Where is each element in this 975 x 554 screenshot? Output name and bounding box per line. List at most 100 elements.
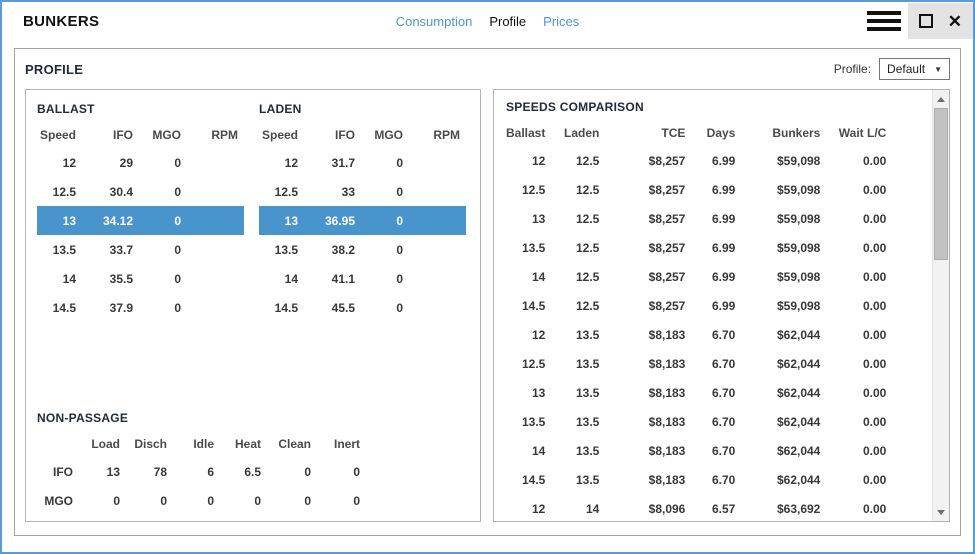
cell: 29 (119, 155, 133, 170)
triangle-down-icon (937, 509, 945, 515)
cell (187, 206, 244, 235)
cell: 6.70 (712, 327, 736, 342)
ballast-row[interactable]: 14 35.5 0 (37, 264, 244, 293)
cell: 0.00 (863, 443, 887, 458)
column-header: Days (706, 126, 736, 140)
ballast-row[interactable]: 12 29 0 (37, 148, 244, 177)
cell (187, 177, 244, 206)
tab-profile[interactable]: Profile (489, 13, 527, 29)
speeds-comparison-row: 14 12.5 $8,257 6.99 $59,098 0.00 (506, 262, 892, 291)
ballast-row[interactable]: 12.5 30.4 0 (37, 177, 244, 206)
cell: 12.5 (522, 356, 546, 371)
cell: 0 (113, 493, 120, 508)
tab-prices[interactable]: Prices (543, 13, 580, 29)
menu-bar (866, 19, 901, 23)
cell: 35.5 (109, 271, 133, 286)
cell: 0 (396, 271, 403, 286)
cell (187, 264, 244, 293)
triangle-up-icon (937, 96, 945, 102)
cell: 0 (174, 184, 181, 199)
maximize-icon[interactable] (918, 14, 933, 28)
cell: 13.5 (576, 385, 600, 400)
cell: 13.5 (522, 240, 546, 255)
profile-select-dropdown[interactable]: Default ▼ (879, 58, 950, 80)
cell: $62,044 (776, 385, 821, 400)
laden-row[interactable]: 14.5 45.5 0 (259, 293, 466, 322)
cell (409, 235, 466, 264)
cell: $59,098 (776, 269, 821, 284)
speeds-comparison-row: 12 13.5 $8,183 6.70 $62,044 0.00 (506, 320, 892, 349)
cell: 13.5 (576, 472, 600, 487)
cell: 0 (396, 184, 403, 199)
cell: 14 (532, 443, 546, 458)
profile-select-value: Default (887, 62, 926, 76)
cell: 6.99 (712, 240, 736, 255)
cell: 6.70 (712, 414, 736, 429)
cell: 33 (341, 184, 355, 199)
cell: 6.5 (244, 464, 261, 479)
laden-row[interactable]: 12.5 33 0 (259, 177, 466, 206)
ballast-table: BALLAST Speed IFO MGO RPM 12 29 0 12.5 30.4 0 13 3… (37, 102, 244, 322)
cell: $62,044 (776, 443, 821, 458)
cell: 33.7 (109, 242, 133, 257)
laden-table: LADEN Speed IFO MGO RPM 12 31.7 0 12.5 33 0 13 36.… (259, 102, 466, 322)
cell: $59,098 (776, 298, 821, 313)
laden-row[interactable]: 13.5 38.2 0 (259, 235, 466, 264)
column-header (37, 431, 79, 457)
cell: 13.5 (52, 242, 76, 257)
profile-section-header: PROFILE Profile: Default ▼ (25, 49, 950, 89)
vertical-scrollbar[interactable] (932, 90, 949, 521)
laden-title: LADEN (259, 102, 302, 116)
speeds-comparison-row: 12.5 13.5 $8,183 6.70 $62,044 0.00 (506, 349, 892, 378)
laden-row[interactable]: 13 36.95 0 (259, 206, 466, 235)
close-icon[interactable]: ✕ (947, 11, 962, 31)
cell: 0 (174, 242, 181, 257)
column-header: MGO (152, 128, 181, 142)
cell: 0.00 (863, 153, 887, 168)
speeds-header-row: Ballast Laden TCE Days Bunkers Wait L/C (506, 120, 892, 146)
cell: 0 (160, 493, 167, 508)
cell: 0 (174, 271, 181, 286)
cell: 13.5 (274, 242, 298, 257)
cell: 34.12 (102, 213, 133, 228)
ballast-row[interactable]: 14.5 37.9 0 (37, 293, 244, 322)
non-passage-row: MGO 0 0 0 0 0 0 (37, 486, 366, 515)
cell: 0 (396, 213, 403, 228)
speeds-comparison-row: 12.5 12.5 $8,257 6.99 $59,098 0.00 (506, 175, 892, 204)
speeds-comparison-row: 13.5 12.5 $8,257 6.99 $59,098 0.00 (506, 233, 892, 262)
non-passage-table: NON-PASSAGE Load Disch Idle Heat Clean Inert … (37, 411, 470, 515)
cell: 0 (396, 155, 403, 170)
non-passage-header-row: Load Disch Idle Heat Clean Inert (37, 431, 366, 457)
cell: 12.5 (576, 153, 600, 168)
laden-row[interactable]: 12 31.7 0 (259, 148, 466, 177)
cell: $8,257 (648, 269, 686, 284)
tab-consumption[interactable]: Consumption (395, 13, 473, 29)
speeds-comparison-row: 12 14 $8,096 6.57 $63,692 0.00 (506, 494, 892, 521)
cell: $59,098 (776, 153, 821, 168)
cell: 14.5 (522, 298, 546, 313)
column-header: Heat (234, 437, 261, 451)
column-header: Disch (134, 437, 167, 451)
cell: 0.00 (863, 385, 887, 400)
column-header: Clean (278, 437, 311, 451)
cell: 13.5 (576, 327, 600, 342)
cell: $62,044 (776, 414, 821, 429)
ballast-row[interactable]: 13.5 33.7 0 (37, 235, 244, 264)
cell: 45.5 (331, 300, 355, 315)
column-header: Inert (333, 437, 360, 451)
cell: 13.5 (522, 414, 546, 429)
ballast-row[interactable]: 13 34.12 0 (37, 206, 244, 235)
menu-bar (866, 11, 901, 15)
cell: $62,044 (776, 327, 821, 342)
scroll-down-icon[interactable] (933, 504, 949, 520)
cell: 12.5 (274, 184, 298, 199)
laden-row[interactable]: 14 41.1 0 (259, 264, 466, 293)
cell: 13.5 (576, 414, 600, 429)
cell (187, 235, 244, 264)
hamburger-menu-icon[interactable] (866, 3, 901, 39)
scroll-up-icon[interactable] (933, 91, 949, 107)
column-header: Wait L/C (838, 126, 887, 140)
chevron-down-icon: ▼ (934, 64, 942, 74)
cell: 0 (174, 300, 181, 315)
scrollbar-thumb[interactable] (934, 108, 948, 260)
